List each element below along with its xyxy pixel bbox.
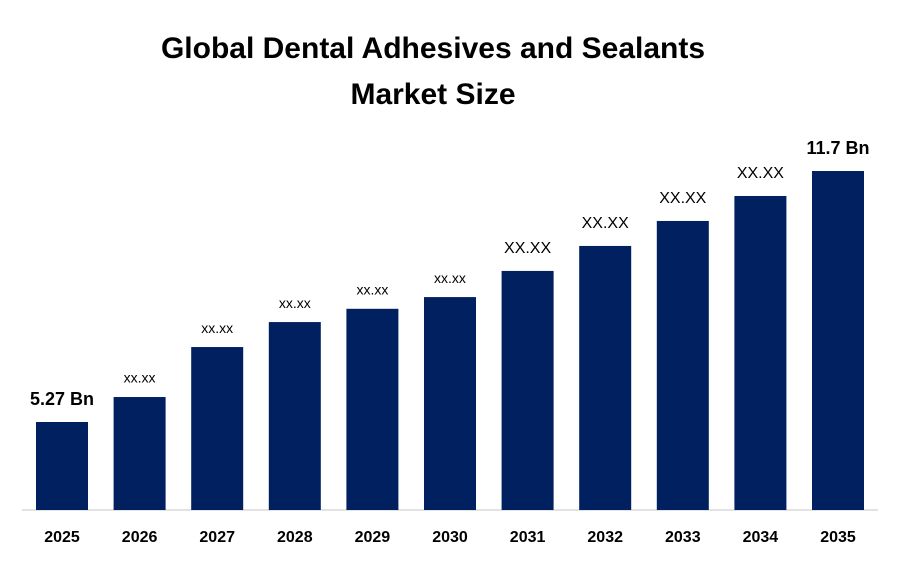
value-label: xx.xx bbox=[201, 320, 233, 336]
bar bbox=[734, 195, 787, 510]
value-label: XX.XX bbox=[737, 165, 784, 182]
x-tick-label: 2032 bbox=[587, 529, 623, 546]
value-label: xx.xx bbox=[124, 370, 156, 386]
value-label: 11.7 Bn bbox=[806, 138, 869, 158]
value-label: XX.XX bbox=[582, 215, 629, 232]
value-label: XX.XX bbox=[659, 190, 706, 207]
value-label: 5.27 Bn bbox=[30, 389, 94, 409]
x-tick-label: 2030 bbox=[432, 529, 468, 546]
x-tick-label: 2026 bbox=[122, 529, 158, 546]
x-tick-label: 2028 bbox=[277, 529, 313, 546]
value-label: xx.xx bbox=[279, 295, 311, 311]
x-tick-label: 2029 bbox=[355, 529, 391, 546]
bar bbox=[656, 220, 709, 510]
bar bbox=[268, 322, 321, 510]
x-tick-label: 2035 bbox=[820, 529, 856, 546]
x-tick-label: 2027 bbox=[199, 529, 235, 546]
chart-title: Global Dental Adhesives and Sealants Mar… bbox=[160, 32, 706, 111]
value-label: xx.xx bbox=[356, 281, 388, 297]
value-label: xx.xx bbox=[434, 270, 466, 286]
bar bbox=[579, 245, 632, 511]
bar bbox=[191, 347, 244, 510]
bar bbox=[36, 422, 88, 510]
x-tick-label: 2033 bbox=[665, 529, 701, 546]
x-tick-label: 2025 bbox=[44, 529, 80, 546]
bar bbox=[346, 308, 399, 510]
value-label: XX.XX bbox=[504, 240, 551, 257]
bar bbox=[113, 397, 166, 510]
bar bbox=[812, 171, 864, 510]
x-tick-label: 2031 bbox=[510, 529, 546, 546]
bar bbox=[424, 297, 476, 510]
x-tick-label: 2034 bbox=[743, 529, 779, 546]
bar bbox=[501, 270, 554, 510]
